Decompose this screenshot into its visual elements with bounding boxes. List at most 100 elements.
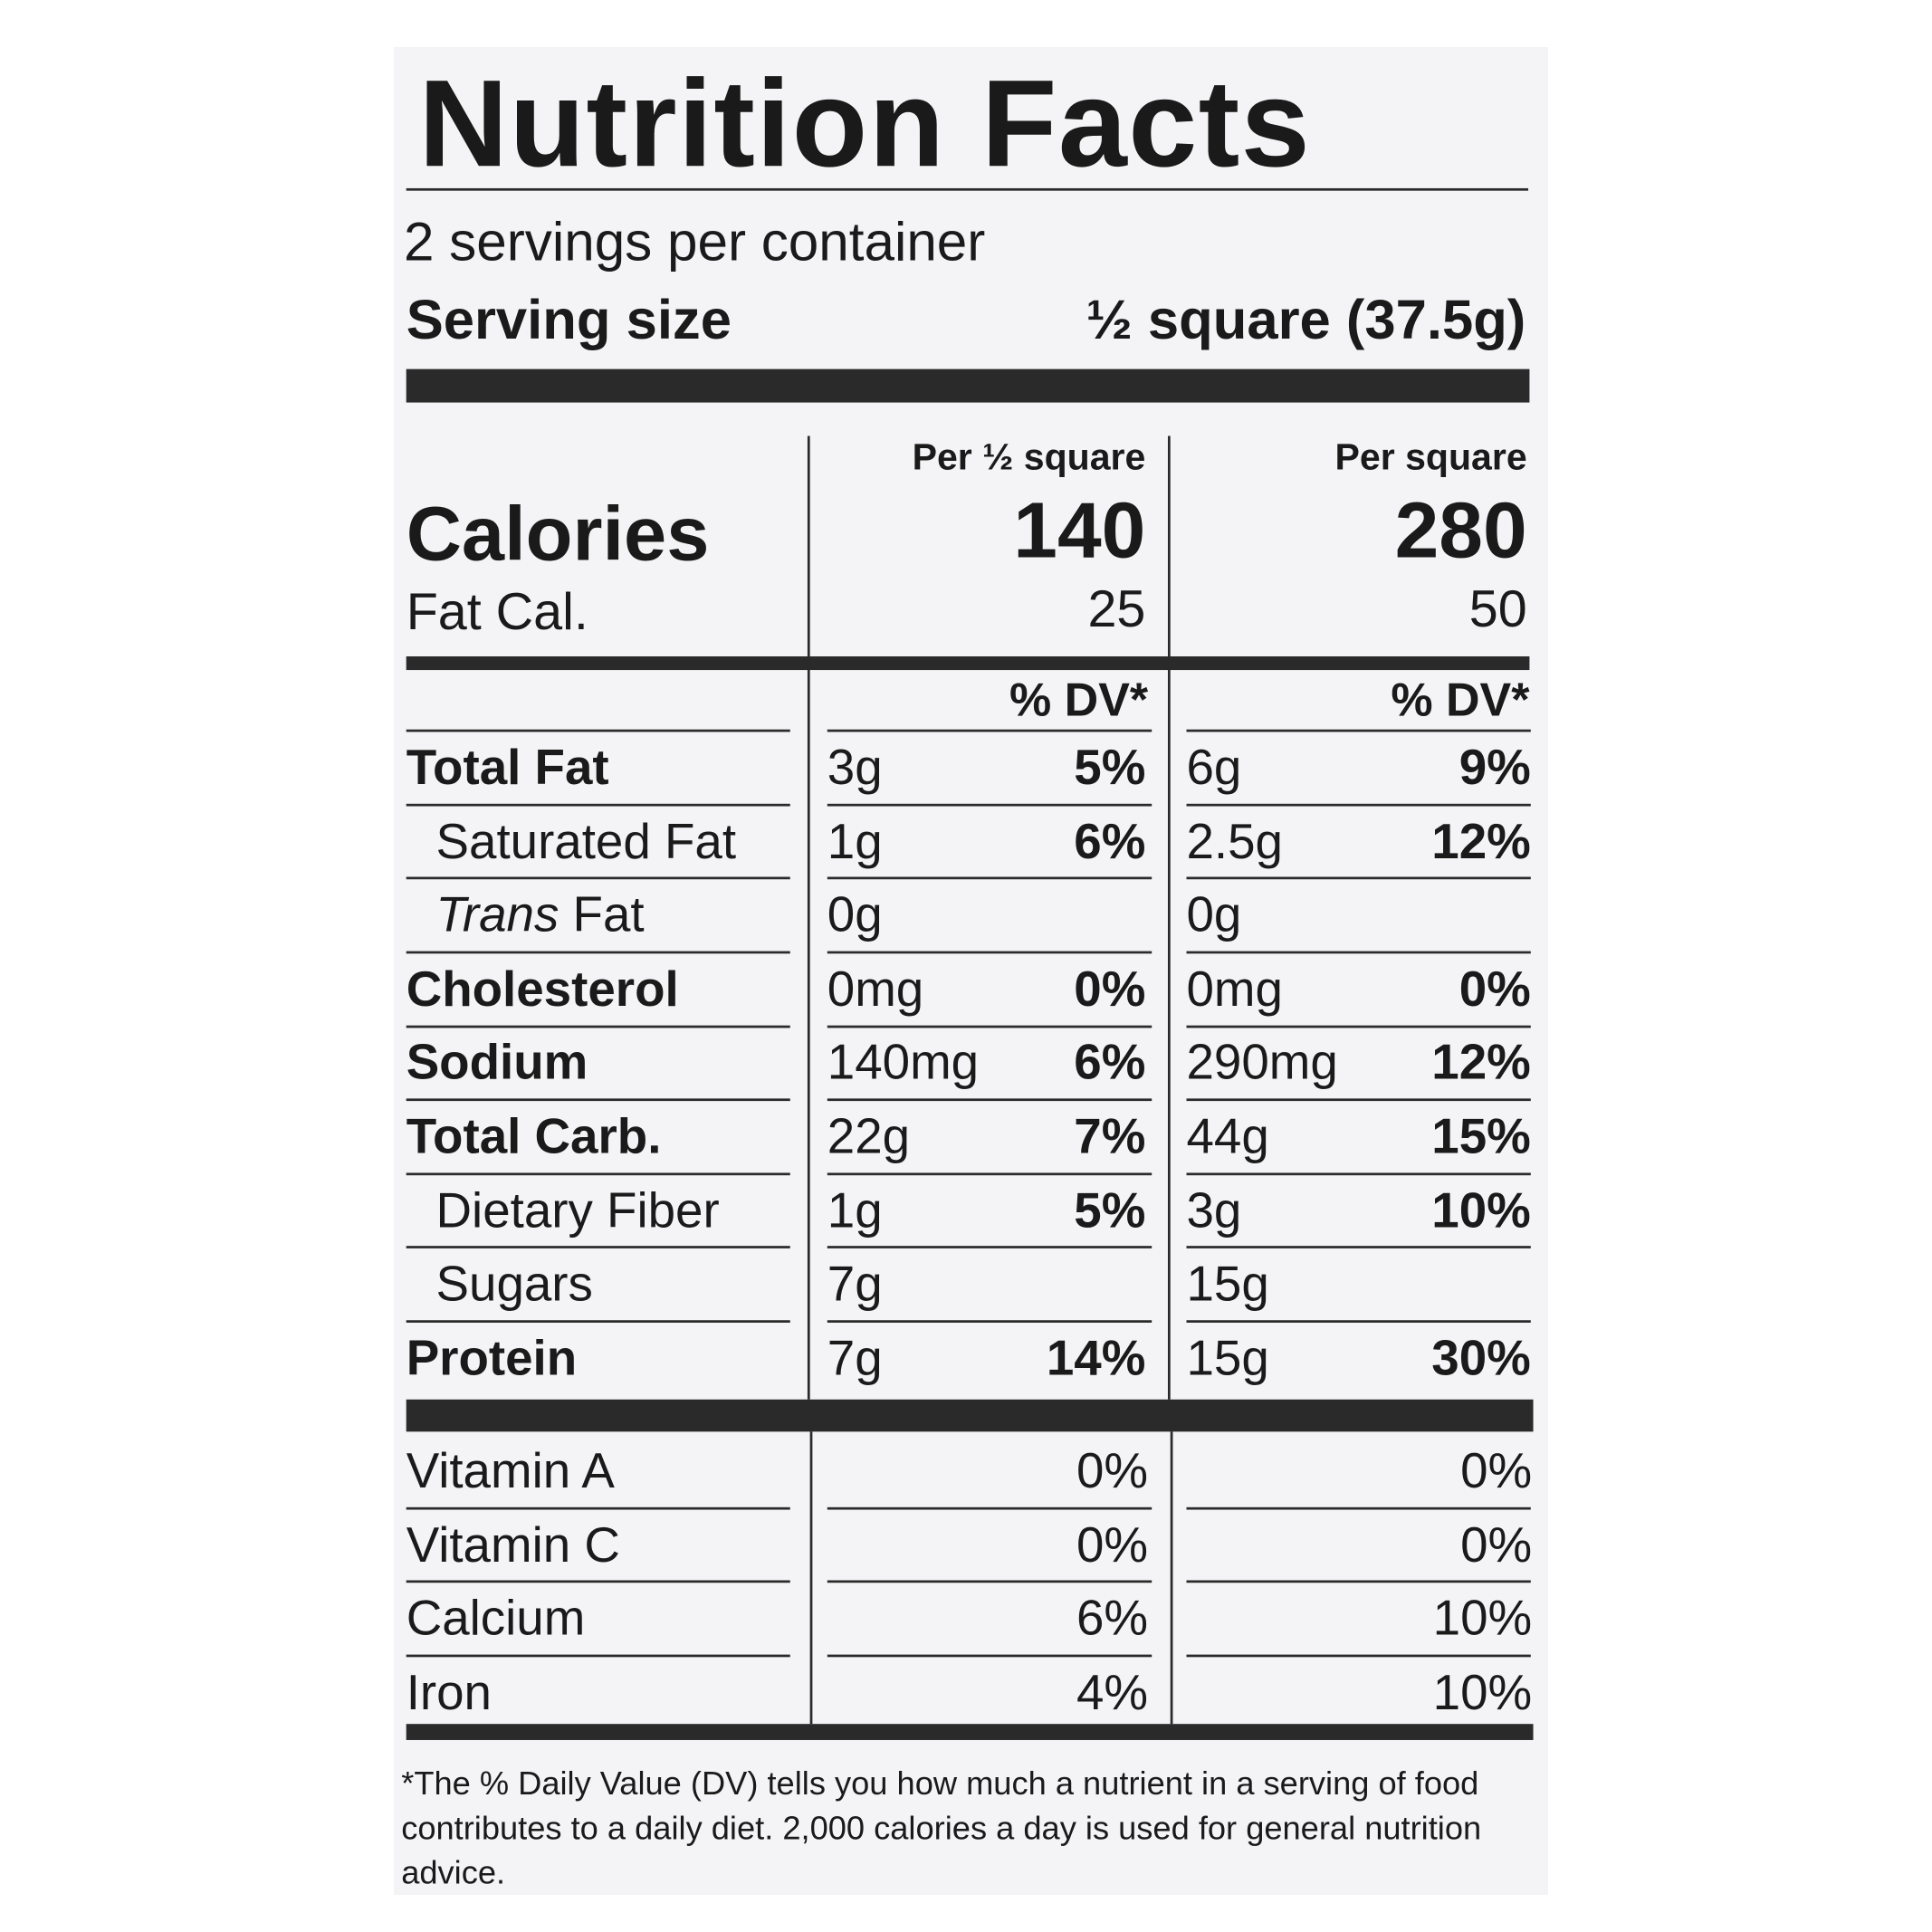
nutrient-amount: 3g	[1186, 1183, 1242, 1239]
servings: 2 servings per container	[403, 211, 986, 273]
row-rule	[406, 877, 790, 880]
footnote: *The % Daily Value (DV) tells you how mu…	[401, 1765, 1482, 1891]
nutrient-amount: 0g	[827, 888, 883, 943]
row-rule	[406, 729, 790, 732]
nutrient-amount: 3g	[827, 741, 883, 796]
row-rule	[827, 1246, 1153, 1249]
row-rule	[1186, 1654, 1531, 1658]
nutrient-label: Cholesterol	[406, 961, 679, 1017]
vitamin-label: Iron	[406, 1665, 492, 1720]
nutrient-amount: 290mg	[1186, 1036, 1338, 1091]
nutrient-label: Total Fat	[406, 741, 609, 796]
row-rule	[827, 1172, 1153, 1175]
column-header: Per square	[1334, 436, 1527, 479]
row-rule	[1186, 803, 1531, 807]
row-rule	[1186, 1025, 1531, 1028]
row-rule	[827, 1581, 1153, 1583]
row-rule	[406, 1320, 790, 1323]
serving-size-label: Serving size	[406, 288, 732, 351]
nutrient-label: Dietary Fiber	[435, 1183, 720, 1239]
nutrient-label: Trans Fat	[436, 891, 645, 941]
nutrient-label: Sugars	[435, 1257, 593, 1312]
row-rule	[827, 877, 1153, 880]
nutrient-dv: 12%	[1431, 814, 1531, 869]
row-rule	[827, 1025, 1153, 1028]
nutrient-label-italic: Trans	[435, 888, 560, 943]
thick-rule	[406, 368, 1530, 403]
row-rule	[1186, 951, 1531, 954]
row-rule	[1186, 1098, 1531, 1102]
nutrient-dv: 15%	[1431, 1109, 1531, 1164]
row-rule	[1186, 1320, 1531, 1323]
row-rule	[827, 1654, 1153, 1658]
nutrient-amount: 0g	[1186, 888, 1242, 943]
vitamin-value: 0%	[1076, 1444, 1149, 1499]
vitamin-value: 0%	[1460, 1517, 1533, 1573]
vitamin-label: Vitamin C	[406, 1517, 620, 1573]
nutrient-label: Saturated Fat	[435, 814, 737, 869]
column-divider	[1170, 1431, 1173, 1725]
nutrient-dv: 0%	[1459, 961, 1531, 1017]
row-rule	[1186, 1246, 1531, 1249]
vitamin-label: Calcium	[406, 1592, 586, 1647]
vitamin-value: 0%	[1460, 1444, 1533, 1499]
row-rule	[406, 951, 790, 954]
nutrient-amount: 0mg	[827, 961, 924, 1017]
fat-calories-value: 25	[1087, 579, 1146, 638]
nutrient-amount: 15g	[1186, 1331, 1269, 1386]
nutrient-dv: 0%	[1074, 961, 1146, 1017]
fat-calories-label: Fat Cal.	[406, 581, 588, 641]
nutrient-dv: 5%	[1074, 741, 1146, 796]
row-rule	[827, 803, 1153, 807]
dv-header: % DV*	[1009, 674, 1149, 727]
nutrient-dv: 12%	[1431, 1036, 1531, 1091]
fat-calories-value: 50	[1468, 579, 1527, 638]
thick-rule	[406, 1399, 1534, 1432]
row-rule	[827, 1506, 1153, 1510]
row-rule	[827, 1098, 1153, 1102]
vitamin-value: 4%	[1076, 1665, 1149, 1720]
row-rule	[1186, 1506, 1531, 1510]
row-rule	[827, 951, 1153, 954]
title: Nutrition Facts	[418, 54, 1312, 194]
vitamin-value: 10%	[1432, 1592, 1533, 1647]
thick-rule	[406, 656, 1530, 671]
row-rule	[406, 803, 790, 807]
row-rule	[406, 1172, 790, 1175]
nutrient-dv: 30%	[1431, 1331, 1531, 1386]
nutrient-amount: 22g	[827, 1109, 911, 1164]
nutrient-dv: 10%	[1431, 1183, 1531, 1239]
nutrient-amount: 1g	[827, 1183, 883, 1239]
nutrient-amount: 6g	[1186, 741, 1242, 796]
nutrient-label: Protein	[406, 1331, 578, 1386]
row-rule	[1186, 877, 1531, 880]
calories-value: 280	[1394, 485, 1527, 575]
calories-value: 140	[1013, 485, 1146, 575]
row-rule	[1186, 1581, 1531, 1583]
nutrient-dv: 14%	[1046, 1331, 1146, 1386]
label-panel	[394, 46, 1548, 1895]
row-rule	[1186, 1172, 1531, 1175]
nutrient-amount: 140mg	[827, 1036, 980, 1091]
column-divider	[1167, 435, 1171, 1400]
nutrient-amount: 1g	[827, 814, 883, 869]
row-rule	[827, 1320, 1153, 1323]
row-rule	[827, 729, 1153, 732]
thick-rule	[406, 1724, 1534, 1740]
nutrient-amount: 0mg	[1186, 961, 1283, 1017]
vitamin-value: 6%	[1076, 1592, 1149, 1647]
row-rule	[406, 1581, 790, 1583]
nutrient-amount: 44g	[1186, 1109, 1269, 1164]
vitamin-value: 0%	[1076, 1517, 1149, 1573]
row-rule	[406, 1506, 790, 1510]
column-divider	[809, 1431, 813, 1725]
nutrient-amount: 7g	[827, 1331, 883, 1386]
nutrient-dv: 6%	[1074, 1036, 1146, 1091]
nutrient-dv: 5%	[1074, 1183, 1146, 1239]
row-rule	[406, 1654, 790, 1658]
nutrient-label: Total Carb.	[406, 1109, 662, 1164]
nutrient-amount: 7g	[827, 1257, 883, 1312]
nutrient-dv: 7%	[1074, 1109, 1146, 1164]
nutrient-label-text: Fat	[572, 888, 645, 943]
row-rule	[406, 1246, 790, 1249]
